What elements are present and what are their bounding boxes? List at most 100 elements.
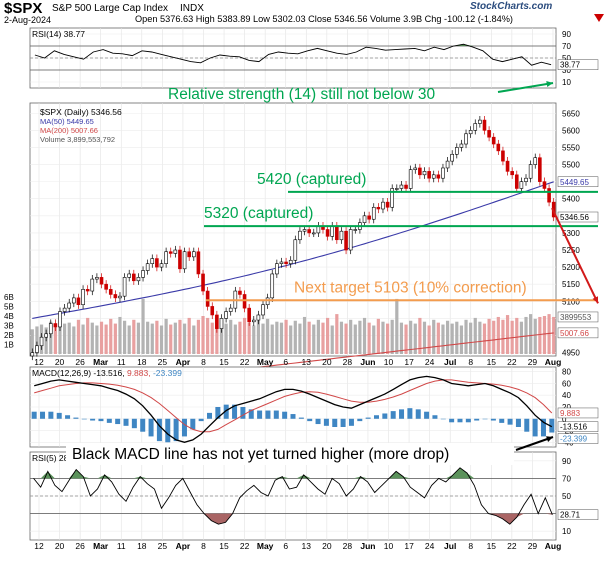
price-tick: 5300 [562, 229, 580, 238]
price-tick: 5150 [562, 280, 580, 289]
macd-histogram-bar [181, 418, 187, 437]
volume-bar [210, 322, 214, 354]
volume-bar [242, 317, 247, 354]
macd-tick: 40 [562, 391, 571, 400]
x-tick-label: 13 [302, 357, 312, 367]
signal-last-value-box [557, 407, 599, 419]
x-tick-label: Jul [444, 541, 456, 551]
rsi5-line [33, 467, 553, 525]
volume-bar [229, 319, 233, 354]
macd-histogram-bar [282, 411, 288, 419]
candle-body [247, 307, 251, 323]
macd-histogram-bar [115, 418, 121, 425]
candle-body [450, 153, 454, 162]
volume-bar [455, 321, 459, 354]
candle-body [533, 157, 538, 165]
macd-tick: 80 [562, 368, 571, 377]
candle-body [311, 232, 316, 235]
price-tick: 5100 [562, 297, 580, 306]
volume-bar [270, 324, 274, 354]
price-tick: 5550 [562, 143, 580, 152]
price-legend-2: MA(200) 5007.66 [40, 126, 98, 135]
candle-body [284, 261, 288, 264]
macd-histogram-bar [123, 418, 129, 426]
volume-bar [358, 320, 362, 354]
candle-body [371, 206, 376, 220]
macd-histogram-bar [499, 418, 505, 423]
macd-histogram-bar [265, 410, 271, 419]
rsi5-last-value: 28.71 [560, 511, 581, 520]
price-frame [29, 102, 557, 357]
volume-bar [293, 320, 297, 354]
volume-bar [501, 319, 505, 354]
volume-bar [219, 320, 224, 354]
candle-body [445, 160, 450, 169]
hist-last-value: -23.399 [560, 435, 588, 444]
volume-bar [136, 322, 141, 354]
macd-histogram-bar [432, 415, 438, 419]
x-tick-label: Apr [176, 357, 191, 367]
candle-body [510, 171, 514, 176]
x-tick-label: 29 [528, 541, 538, 551]
macd-histogram-bar [90, 418, 96, 421]
rsi5-overbought-fill [33, 467, 553, 479]
volume-bar [326, 317, 330, 354]
index-name: S&P 500 Large Cap Index [52, 3, 169, 14]
macd-histogram-bar [365, 417, 371, 419]
candle-body [316, 225, 321, 234]
volume-bar [422, 321, 427, 354]
macd-histogram-bar [65, 415, 71, 419]
candle-body [113, 294, 118, 299]
volume-bar [482, 323, 487, 354]
rsi14-panel: 10 30 50 70 90 RSI(14) 38.77 38.77 [29, 27, 599, 89]
price-tick: 5200 [562, 263, 580, 272]
price-legend-0: $SPX (Daily) 5346.56 [40, 107, 122, 117]
macd-histogram-bar [173, 418, 179, 442]
down-triangle-icon [594, 14, 604, 22]
x-tick-label: 22 [240, 357, 250, 367]
macd-histogram-bar [399, 409, 405, 419]
macd-histogram-bar [373, 415, 379, 419]
candle-body [473, 123, 478, 131]
volume-bar [399, 322, 404, 354]
candle-body [491, 136, 496, 145]
volume-bar [427, 325, 431, 354]
volume-bar [505, 315, 510, 354]
volume-bar [487, 318, 491, 354]
volume-axis-label: 4B [4, 312, 14, 321]
candle-body [201, 273, 205, 292]
volume-bar [275, 321, 279, 354]
x-tick-label: 6 [283, 541, 288, 551]
x-tick-label: 28 [343, 357, 353, 367]
macd-histogram-bar [207, 412, 213, 419]
x-tick-label: 24 [425, 541, 435, 551]
candle-body [441, 167, 445, 179]
candle-body [155, 258, 159, 268]
candle-body [427, 171, 431, 179]
macd-histogram-bar [407, 408, 413, 419]
rsi14-tick: 70 [562, 42, 571, 51]
volume-bar [538, 316, 542, 354]
macd-histogram-bar [340, 418, 346, 427]
x-tick-label: 26 [75, 357, 85, 367]
macd-histogram-bar [232, 404, 238, 419]
candle-body [302, 229, 307, 232]
volume-bar [519, 321, 523, 354]
volume-axis-label: 3B [4, 322, 14, 331]
rsi-note-arrow-head [546, 81, 553, 88]
macd-histogram-bar [31, 411, 37, 419]
volume-bar [279, 322, 284, 354]
candle-body [224, 311, 228, 319]
candle-body [72, 297, 76, 304]
volume-bar [104, 324, 108, 354]
x-tick-label: 17 [404, 357, 414, 367]
x-tick-label: 24 [425, 357, 435, 367]
volume-bar [376, 318, 380, 354]
macd-histogram-bar [474, 418, 480, 421]
candle-body [538, 157, 542, 182]
candle-body [501, 150, 505, 162]
x-tick-label: May [257, 541, 274, 551]
candle-body [145, 263, 150, 271]
volume-bar [409, 320, 413, 354]
price-tick: 5500 [562, 161, 580, 170]
